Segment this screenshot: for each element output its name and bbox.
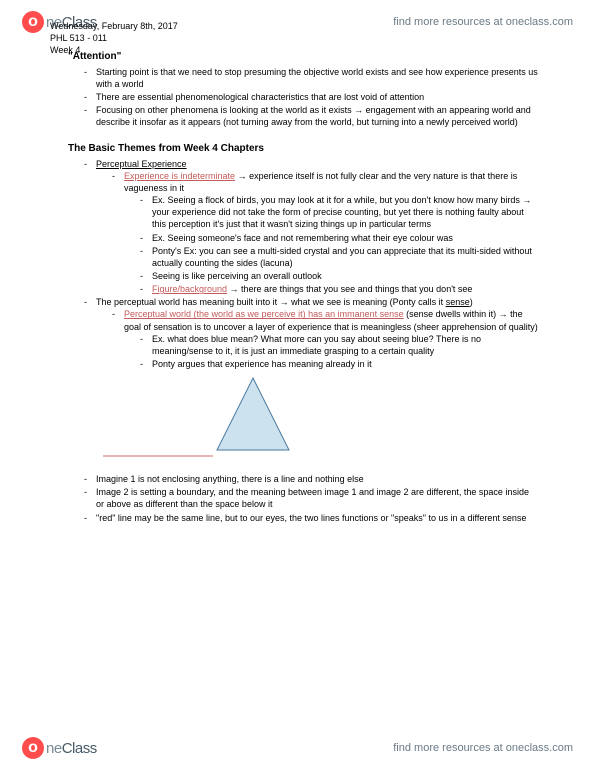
list-item: There are essential phenomenological cha… [68,91,539,103]
list-item: "red" line may be the same line, but to … [68,512,539,524]
diagram-block [68,376,539,471]
list-item: Seeing is like perceiving an overall out… [124,270,539,282]
list-item: Ex. Seeing someone's face and not rememb… [124,232,539,244]
image-notes-list: Imagine 1 is not enclosing anything, the… [68,473,539,524]
logo-icon: o [22,11,44,33]
logo-text-class: Class [62,740,97,757]
attention-list: Starting point is that we need to stop p… [68,66,539,129]
key-term: Perceptual world (the world as we percei… [124,309,404,319]
logo-text-one: ne [46,740,62,757]
list-item: Ponty's Ex: you can see a multi-sided cr… [124,245,539,269]
list-item: Figure/background → there are things tha… [124,283,539,295]
list-item: Imagine 1 is not enclosing anything, the… [68,473,539,485]
list-item: The perceptual world has meaning built i… [68,296,539,370]
bottom-bar: o neClass find more resources at oneclas… [0,732,595,764]
list-item: Starting point is that we need to stop p… [68,66,539,90]
list-item: Ex. what does blue mean? What more can y… [124,333,539,357]
list-item: Image 2 is setting a boundary, and the m… [68,486,539,510]
top-resources-link[interactable]: find more resources at oneclass.com [393,16,573,28]
list-item: Focusing on other phenomena is looking a… [68,104,539,128]
triangle-icon [213,376,293,454]
list-item: Ponty argues that experience has meaning… [124,358,539,370]
themes-list: Perceptual Experience Experience is inde… [68,158,539,370]
list-item: Perceptual world (the world as we percei… [96,308,539,370]
list-item: Perceptual Experience Experience is inde… [68,158,539,296]
logo: o neClass [22,737,97,759]
bottom-resources-link[interactable]: find more resources at oneclass.com [393,742,573,754]
text: The perceptual world has meaning built i… [96,297,446,307]
subheading-perceptual: Perceptual Experience [96,159,187,169]
key-term: sense [446,297,470,307]
red-line-icon [103,454,213,458]
list-item: Ex. Seeing a flock of birds, you may loo… [124,194,539,230]
key-term: Experience is indeterminate [124,171,235,181]
document-body: "Attention" Starting point is that we ne… [0,50,595,730]
logo-icon: o [22,737,44,759]
logo-text: neClass [46,740,97,757]
header-line-date: Wednesday, February 8th, 2017 [50,20,178,32]
text: ) [470,297,473,307]
key-term: Figure/background [152,284,227,294]
header-line-course: PHL 513 - 011 [50,32,178,44]
text: → there are things that you see and thin… [227,284,472,294]
section-title-attention: "Attention" [68,50,539,64]
list-item: Experience is indeterminate → experience… [96,170,539,295]
section-title-themes: The Basic Themes from Week 4 Chapters [68,142,539,156]
